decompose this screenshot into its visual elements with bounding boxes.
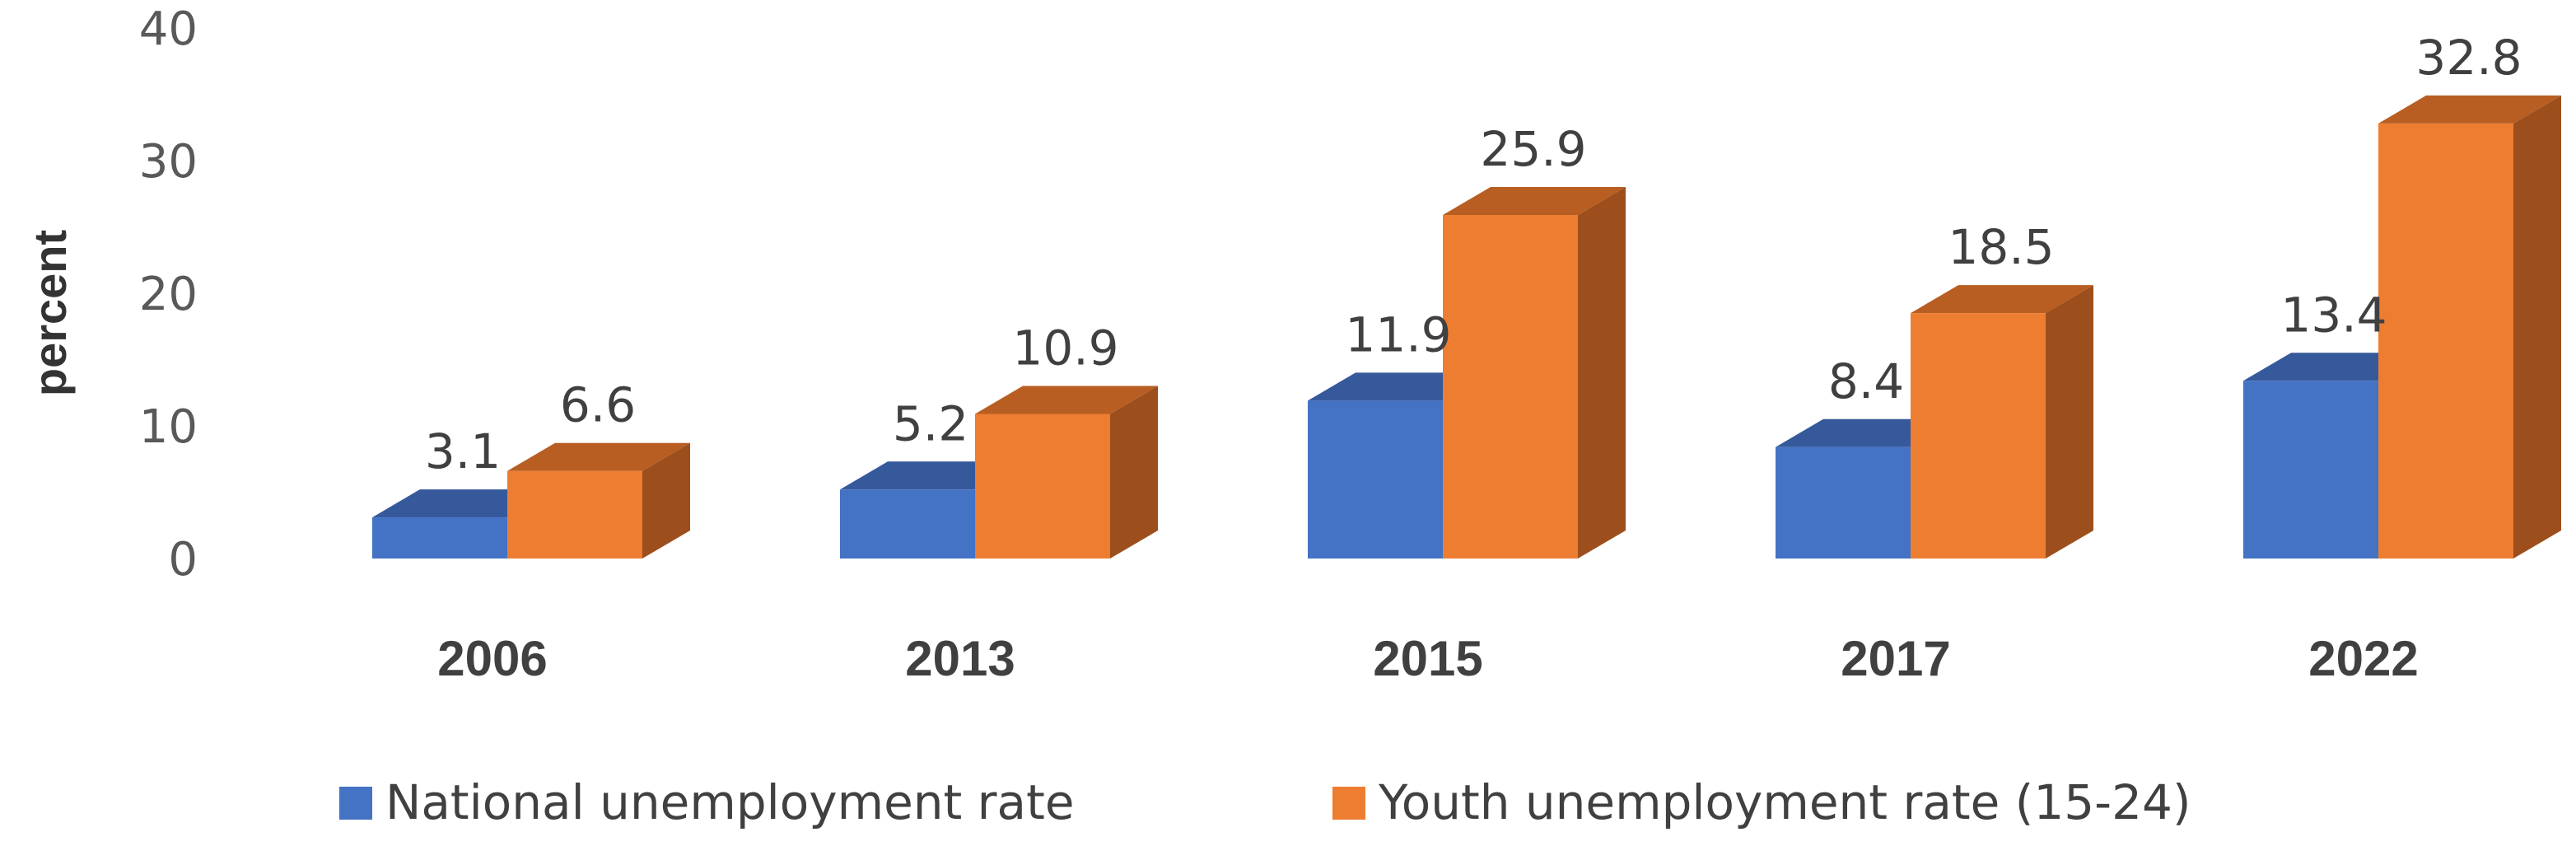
bar-side [642,442,690,559]
data-label: 13.4 [2280,287,2387,343]
data-label: 5.2 [893,395,968,451]
bar-top [1911,285,2093,314]
bar-top [2378,95,2561,124]
bar-front [1308,400,1443,559]
x-tick-label: 2017 [1841,631,1950,686]
y-tick-label: 20 [139,268,198,321]
bar-front [975,414,1110,559]
bar-side [1578,187,1626,559]
bar-front [2243,381,2378,559]
data-label: 8.4 [1828,353,1904,409]
bar-youth-2017 [1911,285,2093,559]
legend-item-youth: Youth unemployment rate (15-24) [1332,774,2191,830]
data-label: 6.6 [560,377,636,433]
bar-youth-2013 [975,386,1158,559]
bar-top [975,386,1158,414]
data-label: 32.8 [2415,30,2522,86]
x-tick-label: 2013 [905,631,1015,686]
legend-swatch [339,787,372,820]
x-axis-labels: 2006 2013 2015 2017 2022 [437,631,2418,686]
bar-side [1110,386,1158,559]
y-tick-label: 30 [139,135,198,189]
bar-front [507,470,642,559]
y-tick-label: 10 [139,400,198,454]
bar-front [840,489,975,559]
legend-label: Youth unemployment rate (15-24) [1378,774,2191,830]
data-label: 11.9 [1345,306,1451,362]
data-label: 18.5 [1948,219,2054,275]
y-axis-label: percent [24,230,76,396]
data-labels: 3.1 6.6 5.2 10.9 11.9 25.9 8.4 18.5 13.4 32.8 [425,30,2522,479]
legend-swatch [1332,787,1365,820]
x-tick-label: 2022 [2308,631,2418,686]
bar-top [507,442,690,471]
bar-youth-2022 [2378,95,2561,559]
data-label: 25.9 [1480,121,1586,177]
data-label: 3.1 [425,423,501,479]
bar-youth-2015 [1443,187,1626,559]
data-label: 10.9 [1012,320,1118,376]
bars [372,95,2561,559]
x-tick-label: 2015 [1373,631,1482,686]
bar-front [1776,446,1911,559]
bar-side [2046,285,2093,559]
bar-side [2513,95,2561,559]
y-tick-label: 0 [168,533,198,587]
bar-front [372,517,507,559]
bar-front [1443,215,1578,559]
legend: National unemployment rate Youth unemploy… [339,774,2191,830]
bar-front [1911,313,2046,559]
bar-top [1443,187,1626,216]
y-axis-ticks: 0 10 20 30 40 [139,2,198,587]
bar-youth-2006 [507,442,690,559]
y-tick-label: 40 [139,2,198,56]
legend-label: National unemployment rate [385,774,1075,830]
x-tick-label: 2006 [437,631,547,686]
bar-front [2378,123,2513,559]
legend-item-national: National unemployment rate [339,774,1075,830]
